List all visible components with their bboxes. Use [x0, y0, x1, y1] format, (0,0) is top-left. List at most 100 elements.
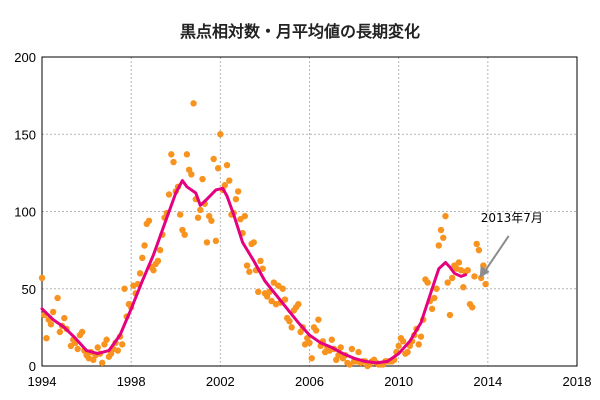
- data-point: [328, 336, 335, 343]
- data-point: [464, 267, 471, 274]
- x-tick-label: 2010: [384, 374, 413, 389]
- data-point: [482, 280, 489, 288]
- data-point: [121, 285, 128, 292]
- data-point: [141, 242, 148, 249]
- data-point: [435, 242, 442, 249]
- data-point: [49, 308, 57, 316]
- data-point: [475, 246, 483, 254]
- data-point: [431, 294, 438, 302]
- data-point: [257, 257, 264, 265]
- annotation-arrow-head: [479, 265, 490, 278]
- data-point: [61, 314, 68, 322]
- data-point: [255, 288, 262, 296]
- data-point: [114, 347, 121, 354]
- data-point: [156, 246, 164, 254]
- y-tick-label: 150: [14, 127, 36, 142]
- data-point: [208, 217, 215, 224]
- data-point: [150, 267, 157, 274]
- data-point: [308, 355, 315, 362]
- data-point: [286, 317, 293, 325]
- data-point: [98, 359, 106, 367]
- data-point: [165, 191, 173, 198]
- x-tick-label: 2006: [295, 374, 324, 389]
- data-point: [38, 274, 46, 282]
- data-point: [477, 274, 485, 282]
- data-point: [404, 348, 411, 356]
- data-point: [281, 296, 289, 303]
- data-point: [232, 195, 240, 203]
- data-point: [437, 226, 445, 234]
- data-point: [348, 345, 356, 353]
- data-point: [243, 262, 251, 269]
- data-point: [154, 257, 162, 265]
- data-point: [433, 285, 440, 292]
- data-point: [234, 188, 242, 195]
- smoothed-line: [40, 179, 467, 365]
- data-point: [306, 339, 313, 347]
- data-point: [395, 342, 402, 350]
- data-point: [471, 273, 478, 280]
- data-point: [448, 274, 456, 282]
- data-point: [415, 341, 422, 348]
- data-point: [250, 239, 257, 246]
- data-point: [139, 254, 146, 262]
- data-point: [199, 175, 206, 183]
- data-point: [177, 211, 184, 218]
- data-point: [203, 239, 211, 246]
- data-point: [295, 301, 302, 308]
- x-tick-label: 2014: [473, 374, 502, 389]
- data-point: [67, 342, 75, 350]
- data-point: [145, 217, 153, 224]
- data-point: [315, 316, 322, 323]
- data-point: [460, 284, 467, 291]
- data-point: [346, 361, 353, 368]
- data-point: [168, 151, 175, 158]
- x-tick-label: 2002: [206, 374, 235, 389]
- y-tick-label: 0: [29, 359, 36, 374]
- data-point: [355, 348, 362, 356]
- data-point: [446, 311, 454, 319]
- data-point: [94, 344, 101, 351]
- data-point: [194, 214, 202, 221]
- data-point: [455, 259, 463, 266]
- data-point: [241, 212, 249, 220]
- x-tick-label: 1994: [28, 374, 57, 389]
- x-tick-label: 1998: [117, 374, 146, 389]
- data-point: [259, 265, 266, 272]
- data-point: [217, 131, 224, 138]
- y-tick-label: 50: [22, 282, 36, 297]
- data-point: [270, 279, 278, 286]
- x-tick-label: 2018: [563, 374, 592, 389]
- data-point: [181, 231, 188, 238]
- data-point: [119, 341, 126, 348]
- data-point: [337, 344, 344, 351]
- plot-frame: [41, 56, 578, 367]
- data-point: [312, 327, 320, 334]
- data-point: [226, 177, 233, 184]
- data-point: [103, 336, 110, 343]
- data-point: [469, 304, 476, 311]
- data-point: [399, 338, 407, 345]
- y-tick-label: 100: [14, 205, 36, 220]
- data-point: [43, 334, 50, 342]
- data-point: [56, 328, 64, 336]
- data-point: [47, 321, 55, 328]
- data-point: [74, 345, 81, 353]
- data-point: [440, 234, 447, 241]
- data-point: [428, 305, 436, 313]
- data-point: [212, 237, 220, 245]
- data-point: [78, 328, 86, 336]
- data-point: [268, 297, 275, 305]
- data-point: [54, 294, 61, 302]
- data-point: [275, 282, 282, 289]
- data-point: [223, 161, 231, 169]
- data-point: [237, 216, 244, 223]
- data-point: [190, 100, 197, 107]
- chart-title: 黒点相対数・月平均値の長期変化: [179, 22, 420, 41]
- data-point: [473, 240, 480, 248]
- y-tick-label: 200: [14, 50, 36, 65]
- annotation-arrow-line: [482, 235, 510, 274]
- data-point: [246, 268, 253, 275]
